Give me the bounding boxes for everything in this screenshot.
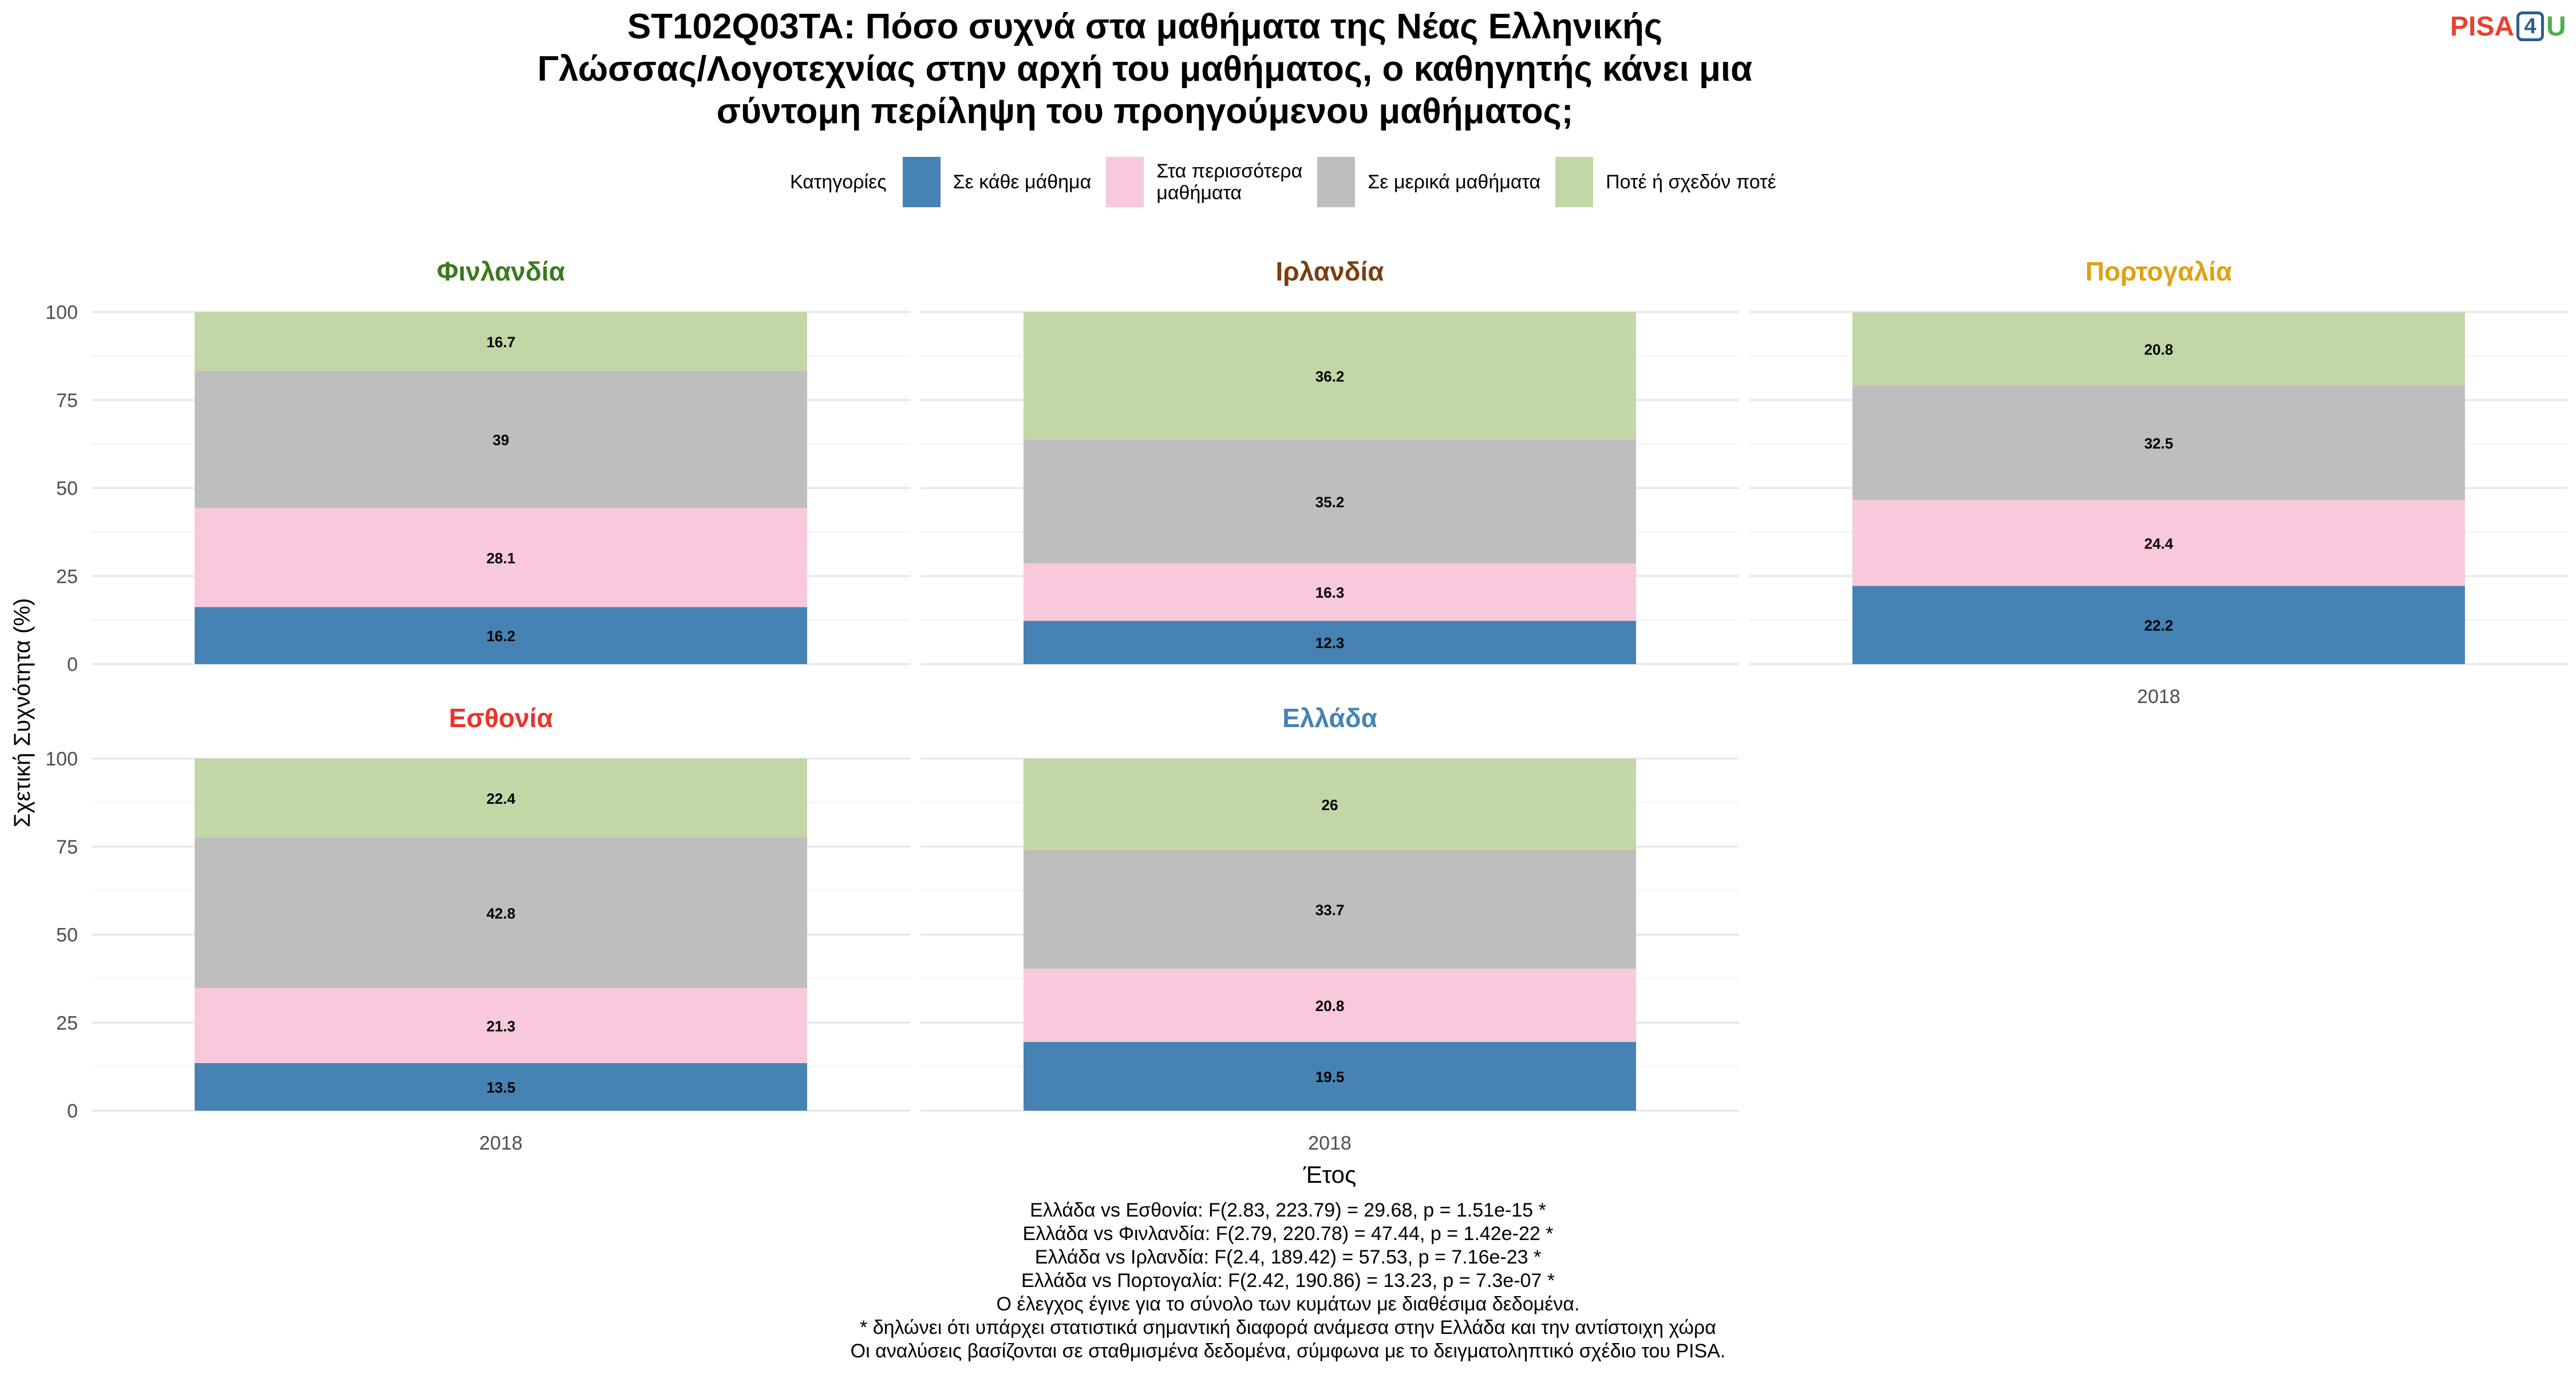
data-label: 16.2	[487, 627, 516, 645]
panel-title: Φινλανδία	[437, 256, 565, 286]
data-label: 16.7	[487, 333, 516, 350]
data-label: 42.8	[487, 905, 516, 922]
legend-item: Στα περισσότερα μαθήματα	[1106, 157, 1302, 207]
title-line: ST102Q03TA: Πόσο συχνά στα μαθήματα της …	[627, 7, 1663, 46]
y-tick-label: 100	[45, 748, 78, 770]
footer-line: Ελλάδα vs Φινλανδία: F(2.79, 220.78) = 4…	[1022, 1223, 1554, 1245]
data-label: 39	[493, 432, 509, 449]
data-label: 24.4	[2144, 535, 2174, 552]
legend-label: Ποτέ ή σχεδόν ποτέ	[1606, 171, 1776, 193]
y-tick-label: 100	[45, 302, 78, 323]
data-label: 20.8	[1315, 997, 1345, 1014]
footer-notes: Ελλάδα vs Εσθονία: F(2.83, 223.79) = 29.…	[572, 1199, 2004, 1363]
bar-segment	[1024, 563, 1636, 621]
footer-line: Ο έλεγχος έγινε για το σύνολο των κυμάτω…	[996, 1293, 1580, 1315]
footer-line: Οι αναλύσεις βασίζονται σε σταθμισμένα δ…	[850, 1340, 1726, 1362]
y-tick-label: 75	[56, 390, 78, 412]
legend-item: Σε κάθε μάθημα	[902, 157, 1092, 207]
data-label: 32.5	[2144, 435, 2174, 452]
bar-segment	[1024, 759, 1636, 850]
footer-line: Ελλάδα vs Ιρλανδία: F(2.4, 189.42) = 57.…	[1034, 1246, 1542, 1268]
bar-segment	[195, 837, 807, 988]
legend-label: Σε μερικά μαθήματα	[1368, 171, 1541, 193]
bar-segment	[1852, 586, 2465, 664]
legend-swatch	[1317, 157, 1356, 207]
legend-swatch	[1555, 157, 1594, 207]
x-tick-label: 2018	[2137, 686, 2180, 708]
bar-segment	[195, 370, 807, 508]
y-tick-label: 25	[56, 1012, 78, 1034]
title-line: Γλώσσας/Λογοτεχνίας στην αρχή του μαθήμα…	[537, 49, 1753, 89]
legend-label: Σε κάθε μάθημα	[953, 171, 1092, 193]
panel-title: Πορτογαλία	[2085, 256, 2232, 286]
data-label: 22.4	[487, 790, 516, 807]
faceted-stacked-bar-chart: 0 25 50 75 100 16.2 28.1 39 16.7 Φινλανδία 12.3 16.…	[10, 256, 2568, 1188]
bar-segment	[195, 508, 807, 607]
bar-segment	[1024, 312, 1636, 440]
data-label: 20.8	[2144, 341, 2174, 358]
y-tick-label: 25	[56, 566, 78, 587]
logo-text-four: 4	[2516, 11, 2545, 41]
panel-title: Ιρλανδία	[1275, 256, 1384, 286]
title-line: σύντομη περίληψη του προηγούμενου μαθήμα…	[716, 92, 1574, 131]
bar-segment	[1852, 385, 2465, 500]
bar-segment	[1024, 969, 1636, 1043]
bar-segment	[1852, 500, 2465, 586]
data-label: 22.2	[2144, 617, 2174, 634]
pisa4u-logo: PISA 4 U	[2450, 10, 2566, 42]
logo-text-pisa: PISA	[2450, 11, 2515, 42]
data-label: 33.7	[1315, 902, 1345, 919]
legend: Κατηγορίες Σε κάθε μάθημα Στα περισσότερ…	[790, 156, 1791, 208]
footer-line: Ελλάδα vs Πορτογαλία: F(2.42, 190.86) = …	[1021, 1270, 1555, 1292]
legend-label: Στα περισσότερα μαθήματα	[1156, 160, 1303, 204]
data-label: 12.3	[1315, 634, 1345, 652]
legend-swatch	[1106, 157, 1144, 207]
bar-segment	[195, 759, 807, 838]
y-axis-label: Σχετική Συχνότητα (%)	[10, 598, 35, 828]
x-tick-label: 2018	[1308, 1132, 1352, 1154]
legend-item: Σε μερικά μαθήματα	[1317, 157, 1540, 207]
bar-segment	[195, 1063, 807, 1111]
data-label: 13.5	[487, 1079, 516, 1096]
footer-line: Ελλάδα vs Εσθονία: F(2.83, 223.79) = 29.…	[1030, 1199, 1546, 1221]
x-tick-label: 2018	[479, 1132, 523, 1154]
y-tick-label: 50	[56, 478, 78, 500]
bar-segment	[1024, 621, 1636, 664]
data-label: 21.3	[487, 1017, 516, 1035]
panel-title: Ελλάδα	[1282, 703, 1377, 733]
bar-segment	[1024, 439, 1636, 564]
data-label: 36.2	[1315, 368, 1345, 385]
chart-title: ST102Q03TA: Πόσο συχνά στα μαθήματα της …	[286, 6, 2004, 133]
bar-segment	[1024, 1042, 1636, 1111]
y-tick-label: 50	[56, 925, 78, 946]
bar-segment	[195, 988, 807, 1063]
bar-segment	[1852, 312, 2465, 386]
bar-segment	[195, 607, 807, 664]
x-axis-label: Έτος	[1303, 1161, 1357, 1188]
bar-segment	[195, 312, 807, 371]
legend-swatch	[902, 157, 941, 207]
data-label: 28.1	[487, 550, 516, 567]
legend-title: Κατηγορίες	[790, 171, 887, 193]
legend-item: Ποτέ ή σχεδόν ποτέ	[1555, 157, 1776, 207]
logo-text-u: U	[2546, 11, 2566, 42]
data-label: 16.3	[1315, 584, 1345, 601]
footer-line: * δηλώνει ότι υπάρχει στατιστικά σημαντι…	[860, 1317, 1716, 1339]
data-label: 26	[1322, 796, 1338, 814]
panel-title: Εσθονία	[449, 703, 553, 733]
y-tick-label: 0	[67, 654, 78, 676]
data-label: 19.5	[1315, 1068, 1345, 1085]
y-tick-label: 75	[56, 836, 78, 858]
data-label: 35.2	[1315, 493, 1345, 511]
bar-segment	[1024, 850, 1636, 969]
y-tick-label: 0	[67, 1100, 78, 1122]
